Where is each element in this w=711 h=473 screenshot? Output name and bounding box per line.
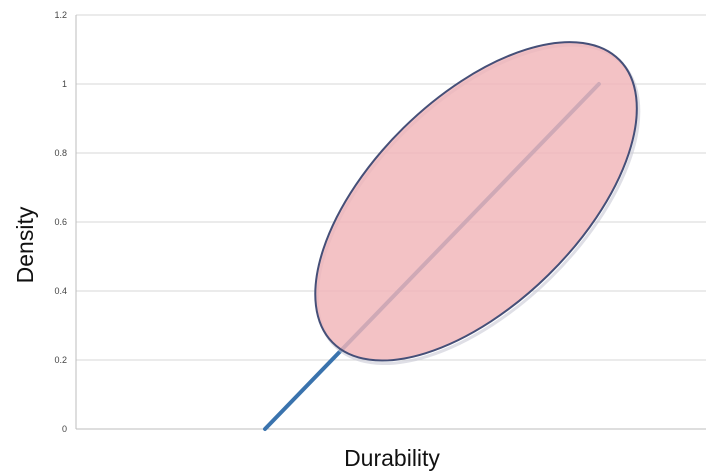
axes bbox=[75, 15, 706, 430]
y-tick-label: 0.2 bbox=[54, 355, 67, 365]
annotations bbox=[314, 41, 641, 366]
x-axis-title: Durability bbox=[344, 445, 440, 471]
y-tick-label: 0.6 bbox=[54, 217, 67, 227]
y-tick-label: 0.8 bbox=[54, 148, 67, 158]
y-tick-label: 1 bbox=[62, 79, 67, 89]
y-tick-label: 1.2 bbox=[54, 10, 67, 20]
y-tick-labels: 0 0.2 0.4 0.6 0.8 1 1.2 bbox=[54, 10, 67, 434]
y-axis-title: Density bbox=[12, 206, 38, 283]
y-tick-label: 0 bbox=[62, 424, 67, 434]
ellipse-annotation-0 bbox=[314, 41, 638, 362]
y-tick-label: 0.4 bbox=[54, 286, 67, 296]
